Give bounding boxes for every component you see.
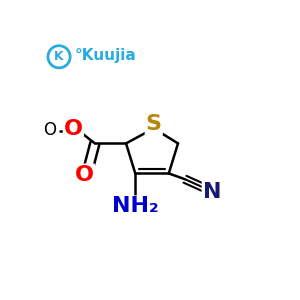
Text: °Kuujia: °Kuujia [75,48,136,63]
Text: N: N [203,182,221,202]
Text: NH₂: NH₂ [112,196,159,217]
Text: O: O [64,119,83,139]
Text: O: O [75,165,94,184]
Text: S: S [146,114,162,134]
Text: O: O [43,121,56,139]
Text: K: K [54,50,64,63]
